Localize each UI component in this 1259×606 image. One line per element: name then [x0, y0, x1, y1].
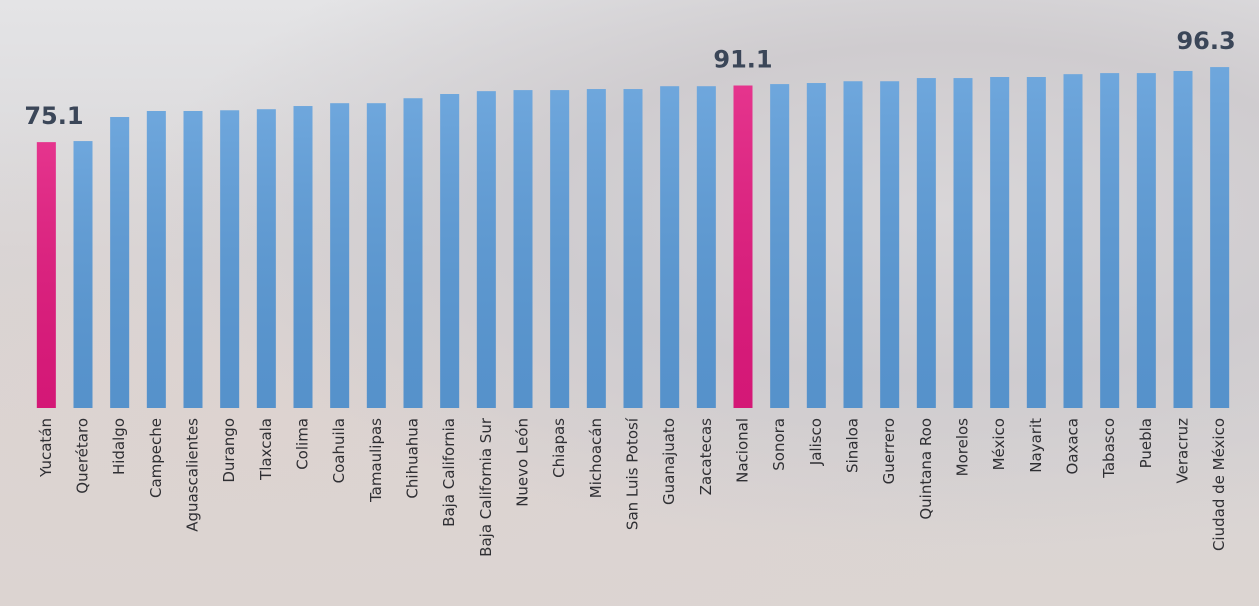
x-tick-label: Aguascalientes — [184, 418, 202, 532]
bar — [880, 81, 900, 409]
x-tick-label: Querétaro — [74, 418, 92, 494]
bar — [586, 89, 606, 409]
x-tick-label: Morelos — [954, 418, 972, 477]
x-tick-label: Ciudad de México — [1210, 418, 1228, 551]
bar — [513, 90, 533, 408]
x-tick-label: San Luis Potosí — [624, 417, 642, 530]
x-tick-label: Nuevo León — [514, 418, 532, 507]
x-tick-label: Colima — [294, 418, 312, 470]
bar — [1026, 77, 1046, 408]
x-tick-label: Nacional — [734, 418, 752, 483]
bar — [476, 91, 496, 409]
x-tick-label: Tlaxcala — [257, 418, 275, 481]
x-tick-label: Sonora — [770, 418, 788, 471]
x-tick-label: Zacatecas — [697, 418, 715, 495]
bar — [146, 110, 166, 408]
value-label: 75.1 — [24, 102, 83, 130]
bar — [660, 86, 680, 409]
x-tick-label: Baja California — [440, 418, 458, 527]
x-tick-label: Tamaulipas — [367, 418, 385, 503]
bar — [183, 110, 203, 408]
x-tick-label: Hidalgo — [110, 418, 128, 475]
x-tick-label: Campeche — [147, 418, 165, 498]
bar — [770, 84, 790, 408]
x-tick-label: Puebla — [1137, 418, 1155, 468]
bar — [330, 103, 350, 409]
bar — [623, 89, 643, 409]
x-tick-label: Michoacán — [587, 418, 605, 498]
bar — [733, 85, 753, 409]
bar — [1063, 74, 1083, 408]
bar — [916, 78, 936, 409]
bar — [366, 103, 386, 409]
x-tick-label: Quintana Roo — [917, 418, 935, 520]
x-tick-label: Yucatán — [37, 418, 55, 478]
value-label: 96.3 — [1176, 27, 1235, 55]
x-tick-label: Baja California Sur — [477, 417, 495, 557]
bar — [696, 86, 716, 409]
value-label: 91.1 — [713, 46, 772, 74]
x-tick-label: Sinaloa — [844, 418, 862, 473]
bar — [440, 94, 460, 408]
x-tick-label: Nayarit — [1027, 418, 1045, 473]
bar — [806, 83, 826, 408]
bar — [990, 77, 1010, 408]
bar — [110, 117, 130, 409]
x-tick-label: Tabasco — [1100, 418, 1118, 479]
x-tick-label: Guerrero — [880, 418, 898, 484]
x-tick-label: Durango — [220, 418, 238, 483]
x-tick-label: Veracruz — [1174, 418, 1192, 484]
x-tick-label: Guanajuato — [660, 418, 678, 505]
x-tick-label: Oaxaca — [1064, 418, 1082, 475]
bar — [256, 109, 276, 408]
bar — [550, 90, 570, 408]
bar — [1100, 73, 1120, 408]
bar — [1136, 73, 1156, 408]
x-tick-label: Chihuahua — [404, 418, 422, 499]
x-tick-label: México — [990, 418, 1008, 470]
bar — [293, 106, 313, 409]
x-tick-label: Jalisco — [807, 418, 825, 466]
bar — [1210, 67, 1230, 409]
bar — [73, 141, 93, 409]
bar — [1173, 70, 1193, 408]
bar — [403, 98, 423, 408]
bar — [36, 142, 56, 408]
bar — [220, 110, 240, 408]
x-tick-label: Coahuila — [330, 418, 348, 483]
bar — [843, 81, 863, 409]
bar — [953, 78, 973, 409]
x-tick-label: Chiapas — [550, 418, 568, 478]
